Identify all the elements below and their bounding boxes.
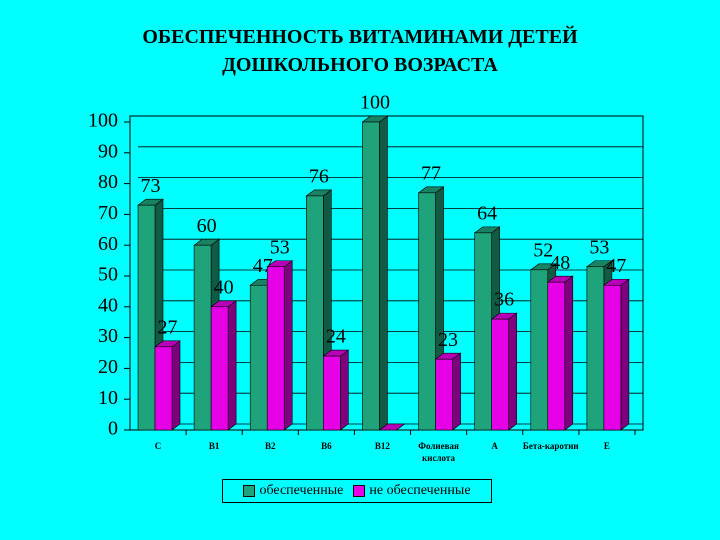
- data-label: 24: [326, 326, 346, 348]
- x-tick-label: В12: [374, 441, 390, 451]
- x-tick-label: В2: [264, 441, 276, 451]
- data-label: 53: [270, 236, 290, 258]
- y-tick-label: 80: [98, 171, 118, 193]
- x-tick-label: С: [154, 441, 162, 451]
- y-tick-label: 20: [98, 356, 118, 378]
- legend-label: не обеспеченные: [369, 483, 471, 498]
- data-label: 76: [309, 166, 329, 188]
- bar-side: [452, 352, 461, 431]
- data-label: 36: [494, 289, 514, 311]
- x-tick-label: Фолиевая кислота: [418, 441, 459, 463]
- data-label: 60: [197, 215, 217, 237]
- legend: обеспеченные не обеспеченные: [222, 479, 492, 503]
- data-label: 27: [158, 316, 178, 338]
- bar: [210, 306, 229, 431]
- legend-swatch: [353, 485, 366, 497]
- bar: [418, 192, 436, 431]
- bar-side: [379, 115, 388, 431]
- y-tick-label: 70: [98, 202, 118, 224]
- bar: [435, 358, 453, 431]
- data-label: 48: [550, 252, 570, 274]
- data-label: 40: [214, 276, 234, 298]
- data-label: 23: [438, 329, 458, 351]
- data-label: 77: [421, 162, 441, 184]
- bar: [586, 266, 605, 431]
- data-label: 100: [360, 92, 390, 114]
- y-tick-label: 90: [98, 140, 118, 162]
- bar-side: [340, 349, 349, 431]
- data-label: 64: [477, 202, 497, 224]
- bar-top: [378, 423, 406, 431]
- bar: [491, 318, 509, 431]
- bar: [530, 269, 549, 431]
- y-tick-label: 60: [98, 233, 118, 255]
- y-tick-label: 0: [108, 418, 118, 440]
- data-label: 52: [533, 239, 553, 261]
- bar: [249, 284, 268, 431]
- y-tick-label: 30: [98, 325, 118, 347]
- chart-title: ДОШКОЛЬНОГО ВОЗРАСТА: [222, 54, 498, 76]
- y-tick-label: 100: [88, 110, 118, 132]
- bar: [547, 281, 566, 431]
- y-tick-label: 50: [98, 264, 118, 286]
- data-label: 73: [141, 175, 161, 197]
- bar: [323, 355, 341, 431]
- bar: [266, 266, 285, 431]
- y-tick-label: 40: [98, 294, 118, 316]
- legend-label: обеспеченные: [259, 483, 344, 498]
- x-tick-label: А: [491, 441, 498, 451]
- bar-side: [171, 340, 181, 431]
- x-tick-label: Е: [603, 441, 610, 451]
- x-tick-label: В6: [321, 441, 332, 451]
- bar: [603, 284, 622, 431]
- bar-side: [283, 260, 293, 431]
- y-tick-label: 10: [98, 387, 118, 409]
- bar-side: [564, 275, 574, 431]
- data-label: 47: [606, 255, 626, 277]
- bar-side: [227, 300, 237, 431]
- bar: [137, 204, 156, 431]
- chart-title: ОБЕСПЕЧЕННОСТЬ ВИТАМИНАМИ ДЕТЕЙ: [142, 26, 578, 48]
- bar: [474, 232, 492, 431]
- bar-side: [620, 278, 630, 431]
- bar: [193, 244, 212, 431]
- legend-item: не обеспеченные: [353, 483, 471, 499]
- x-tick-label: В1: [208, 441, 220, 451]
- data-label: 53: [589, 236, 609, 258]
- bar: [154, 346, 173, 431]
- bar-side: [508, 312, 517, 431]
- x-tick-label: Бета-каротин: [522, 441, 579, 451]
- bar: [362, 121, 380, 431]
- legend-item: обеспеченные: [243, 483, 343, 499]
- legend-swatch: [243, 485, 256, 497]
- bar: [306, 195, 324, 431]
